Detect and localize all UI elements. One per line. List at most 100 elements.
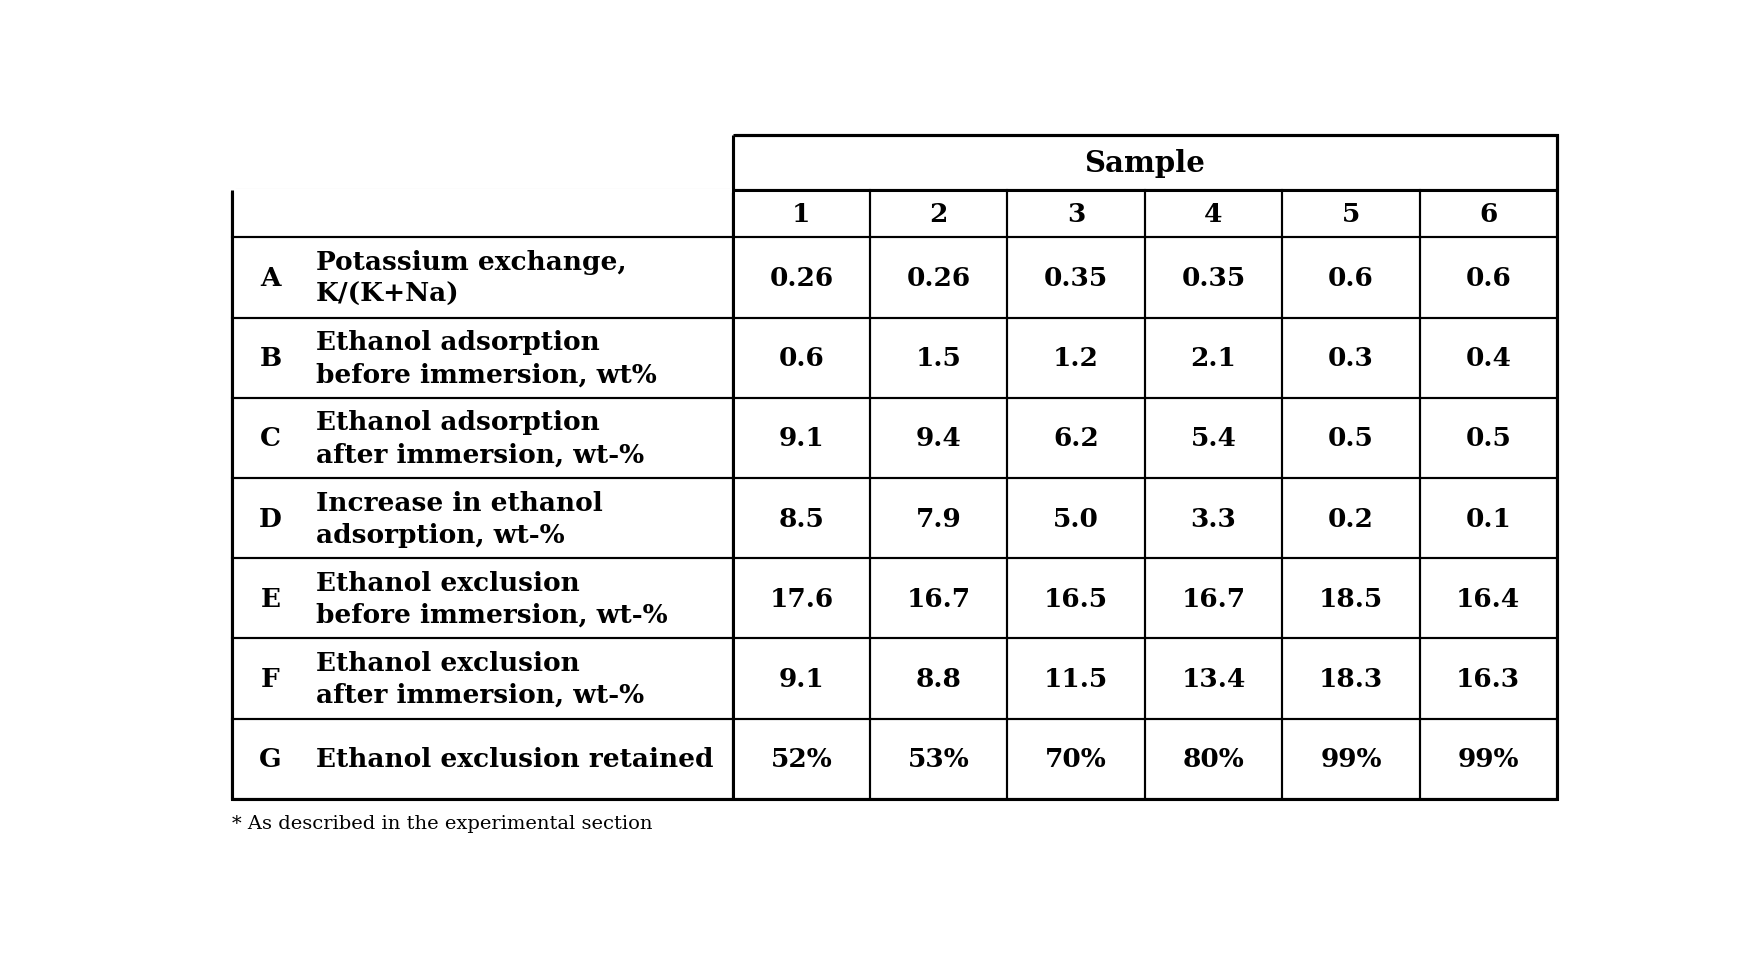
Bar: [871, 191, 1007, 239]
Text: 99%: 99%: [1457, 746, 1520, 772]
Bar: [1283, 478, 1420, 558]
Text: 17.6: 17.6: [770, 586, 834, 611]
Bar: [1007, 639, 1145, 719]
Bar: [1420, 318, 1557, 398]
Bar: [232, 478, 733, 558]
Text: 0.26: 0.26: [770, 266, 834, 290]
Bar: [1420, 239, 1557, 318]
Text: Ethanol adsorption
after immersion, wt-%: Ethanol adsorption after immersion, wt-%: [316, 410, 644, 467]
Text: 80%: 80%: [1183, 746, 1244, 772]
Bar: [1283, 558, 1420, 639]
Bar: [1145, 478, 1283, 558]
Text: 53%: 53%: [907, 746, 970, 772]
Bar: [1283, 639, 1420, 719]
Text: 1: 1: [792, 201, 810, 227]
Bar: [1145, 318, 1283, 398]
Bar: [1145, 398, 1283, 478]
Text: 0.1: 0.1: [1466, 506, 1511, 531]
Bar: [1007, 318, 1145, 398]
Text: 9.1: 9.1: [778, 666, 824, 691]
Bar: [733, 191, 871, 239]
Bar: [1007, 558, 1145, 639]
Text: 16.7: 16.7: [1181, 586, 1246, 611]
Text: 6.2: 6.2: [1054, 426, 1099, 451]
Bar: [232, 639, 733, 719]
Text: 0.6: 0.6: [1328, 266, 1373, 290]
Bar: [871, 719, 1007, 799]
Text: 7.9: 7.9: [916, 506, 961, 531]
Text: 3: 3: [1066, 201, 1085, 227]
Text: 2.1: 2.1: [1190, 346, 1237, 371]
Text: C: C: [260, 426, 281, 451]
Bar: [1283, 719, 1420, 799]
Text: Ethanol exclusion
after immersion, wt-%: Ethanol exclusion after immersion, wt-%: [316, 650, 644, 707]
Bar: [1145, 239, 1283, 318]
Text: 16.3: 16.3: [1457, 666, 1520, 691]
Text: 11.5: 11.5: [1044, 666, 1108, 691]
Bar: [1283, 239, 1420, 318]
Text: 16.4: 16.4: [1455, 586, 1520, 611]
Text: 1.5: 1.5: [916, 346, 961, 371]
Bar: [871, 318, 1007, 398]
Bar: [1145, 191, 1283, 239]
Bar: [232, 719, 733, 799]
Bar: [871, 239, 1007, 318]
Bar: [871, 558, 1007, 639]
Text: 0.2: 0.2: [1328, 506, 1373, 531]
Text: 9.4: 9.4: [916, 426, 961, 451]
Text: 70%: 70%: [1045, 746, 1106, 772]
Text: F: F: [262, 666, 279, 691]
Bar: [733, 239, 871, 318]
Text: 16.5: 16.5: [1044, 586, 1108, 611]
Text: E: E: [260, 586, 281, 611]
Bar: [1283, 191, 1420, 239]
Text: 18.3: 18.3: [1319, 666, 1384, 691]
Text: * As described in the experimental section: * As described in the experimental secti…: [232, 814, 653, 832]
Text: 8.5: 8.5: [778, 506, 824, 531]
Text: 0.3: 0.3: [1328, 346, 1373, 371]
Text: 9.1: 9.1: [778, 426, 824, 451]
Bar: [871, 639, 1007, 719]
Text: 8.8: 8.8: [916, 666, 961, 691]
Text: A: A: [260, 266, 281, 290]
Text: 5.0: 5.0: [1054, 506, 1099, 531]
Text: 0.6: 0.6: [1466, 266, 1511, 290]
Text: 5: 5: [1342, 201, 1359, 227]
Text: 5.4: 5.4: [1190, 426, 1237, 451]
Bar: [733, 318, 871, 398]
Bar: [733, 478, 871, 558]
Bar: [1007, 191, 1145, 239]
Text: G: G: [260, 746, 281, 772]
Text: 0.26: 0.26: [907, 266, 970, 290]
Text: Potassium exchange,
K/(K+Na): Potassium exchange, K/(K+Na): [316, 249, 626, 307]
Bar: [232, 239, 733, 318]
Bar: [1283, 318, 1420, 398]
Bar: [1283, 398, 1420, 478]
Bar: [871, 478, 1007, 558]
Bar: [232, 191, 733, 239]
Text: Increase in ethanol
adsorption, wt-%: Increase in ethanol adsorption, wt-%: [316, 490, 602, 547]
Text: 52%: 52%: [771, 746, 832, 772]
Bar: [232, 136, 1557, 799]
Bar: [733, 719, 871, 799]
Bar: [1007, 478, 1145, 558]
Text: 3.3: 3.3: [1190, 506, 1237, 531]
Bar: [1420, 398, 1557, 478]
Text: Ethanol adsorption
before immersion, wt%: Ethanol adsorption before immersion, wt%: [316, 330, 656, 387]
Text: 6: 6: [1480, 201, 1497, 227]
Bar: [1145, 639, 1283, 719]
Bar: [1145, 558, 1283, 639]
Bar: [1420, 719, 1557, 799]
Bar: [733, 398, 871, 478]
Bar: [733, 639, 871, 719]
Bar: [232, 398, 733, 478]
Text: Ethanol exclusion retained: Ethanol exclusion retained: [316, 746, 714, 772]
Text: 0.6: 0.6: [778, 346, 824, 371]
Text: B: B: [260, 346, 281, 371]
Bar: [1145, 719, 1283, 799]
Text: 1.2: 1.2: [1054, 346, 1099, 371]
Bar: [1007, 398, 1145, 478]
Text: 2: 2: [930, 201, 948, 227]
Text: D: D: [258, 506, 283, 531]
Text: 0.35: 0.35: [1181, 266, 1246, 290]
